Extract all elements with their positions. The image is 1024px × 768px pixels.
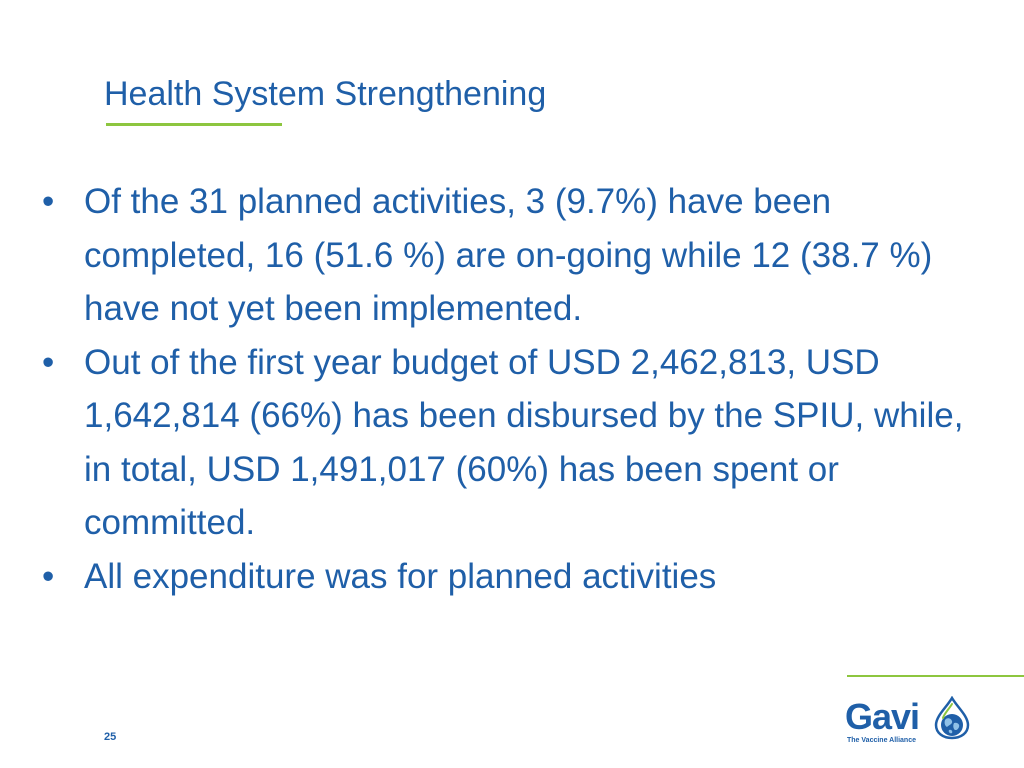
- bullet-item: • Out of the first year budget of USD 2,…: [40, 336, 980, 550]
- slide-title: Health System Strengthening: [104, 75, 547, 113]
- bullet-item: • All expenditure was for planned activi…: [40, 550, 980, 604]
- bullet-text: Of the 31 planned activities, 3 (9.7%) h…: [84, 182, 933, 328]
- gavi-globe-drop-icon: [934, 696, 970, 740]
- logo-wordmark: Gavi: [845, 696, 920, 737]
- bullet-text: Out of the first year budget of USD 2,46…: [84, 342, 964, 543]
- bullet-text: All expenditure was for planned activiti…: [84, 556, 717, 596]
- title-underline: [106, 123, 282, 126]
- bullet-marker: •: [42, 556, 55, 596]
- bullet-list: • Of the 31 planned activities, 3 (9.7%)…: [40, 175, 980, 603]
- bullet-marker: •: [42, 342, 55, 382]
- bullet-marker: •: [42, 182, 55, 221]
- page-number: 25: [104, 731, 117, 743]
- bullet-item: • Of the 31 planned activities, 3 (9.7%)…: [40, 175, 980, 336]
- footer-rule: [847, 675, 1024, 677]
- gavi-logo: Gavi The Vaccine Alliance: [845, 696, 975, 748]
- logo-tagline: The Vaccine Alliance: [847, 737, 916, 744]
